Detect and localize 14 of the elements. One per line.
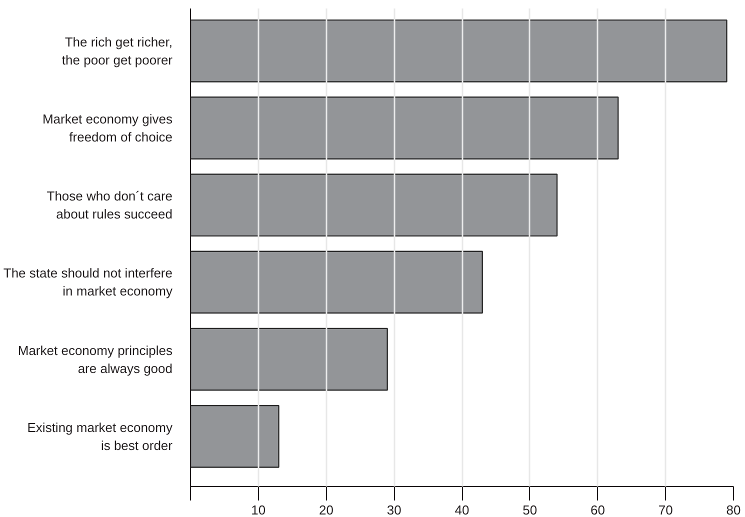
y-tick-label: Existing market economy is best order bbox=[27, 420, 174, 453]
x-tick-label: 60 bbox=[590, 502, 605, 517]
x-tick-label: 50 bbox=[522, 502, 538, 517]
x-tick-label: 40 bbox=[454, 502, 470, 517]
y-tick-label: The state should not interfere in market economy bbox=[3, 266, 173, 299]
y-tick-label: Those who don´t care about rules succeed bbox=[46, 188, 173, 222]
x-tick-label: 70 bbox=[658, 502, 673, 517]
y-tick-label: Market economy principles are always good bbox=[18, 342, 173, 376]
x-tick-label: 20 bbox=[319, 502, 334, 517]
y-tick-label: The rich get richer, the poor get poorer bbox=[62, 34, 174, 68]
x-tick-label: 10 bbox=[251, 502, 266, 517]
y-tick-label: Market economy gives freedom of choice bbox=[42, 112, 173, 144]
x-tick-label: 30 bbox=[386, 502, 402, 517]
x-tick-label: 80 bbox=[726, 502, 741, 517]
